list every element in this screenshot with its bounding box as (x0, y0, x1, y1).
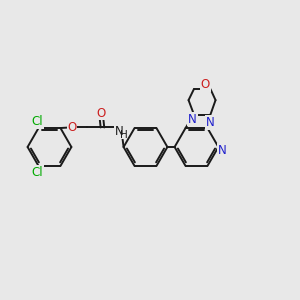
Text: H: H (120, 130, 127, 140)
Text: N: N (218, 143, 227, 157)
Text: N: N (188, 112, 197, 125)
Text: Cl: Cl (31, 115, 43, 128)
Text: O: O (67, 121, 76, 134)
Text: N: N (206, 116, 214, 129)
Text: N: N (115, 125, 123, 138)
Text: O: O (201, 78, 210, 91)
Text: Cl: Cl (31, 166, 43, 179)
Text: O: O (97, 106, 106, 119)
